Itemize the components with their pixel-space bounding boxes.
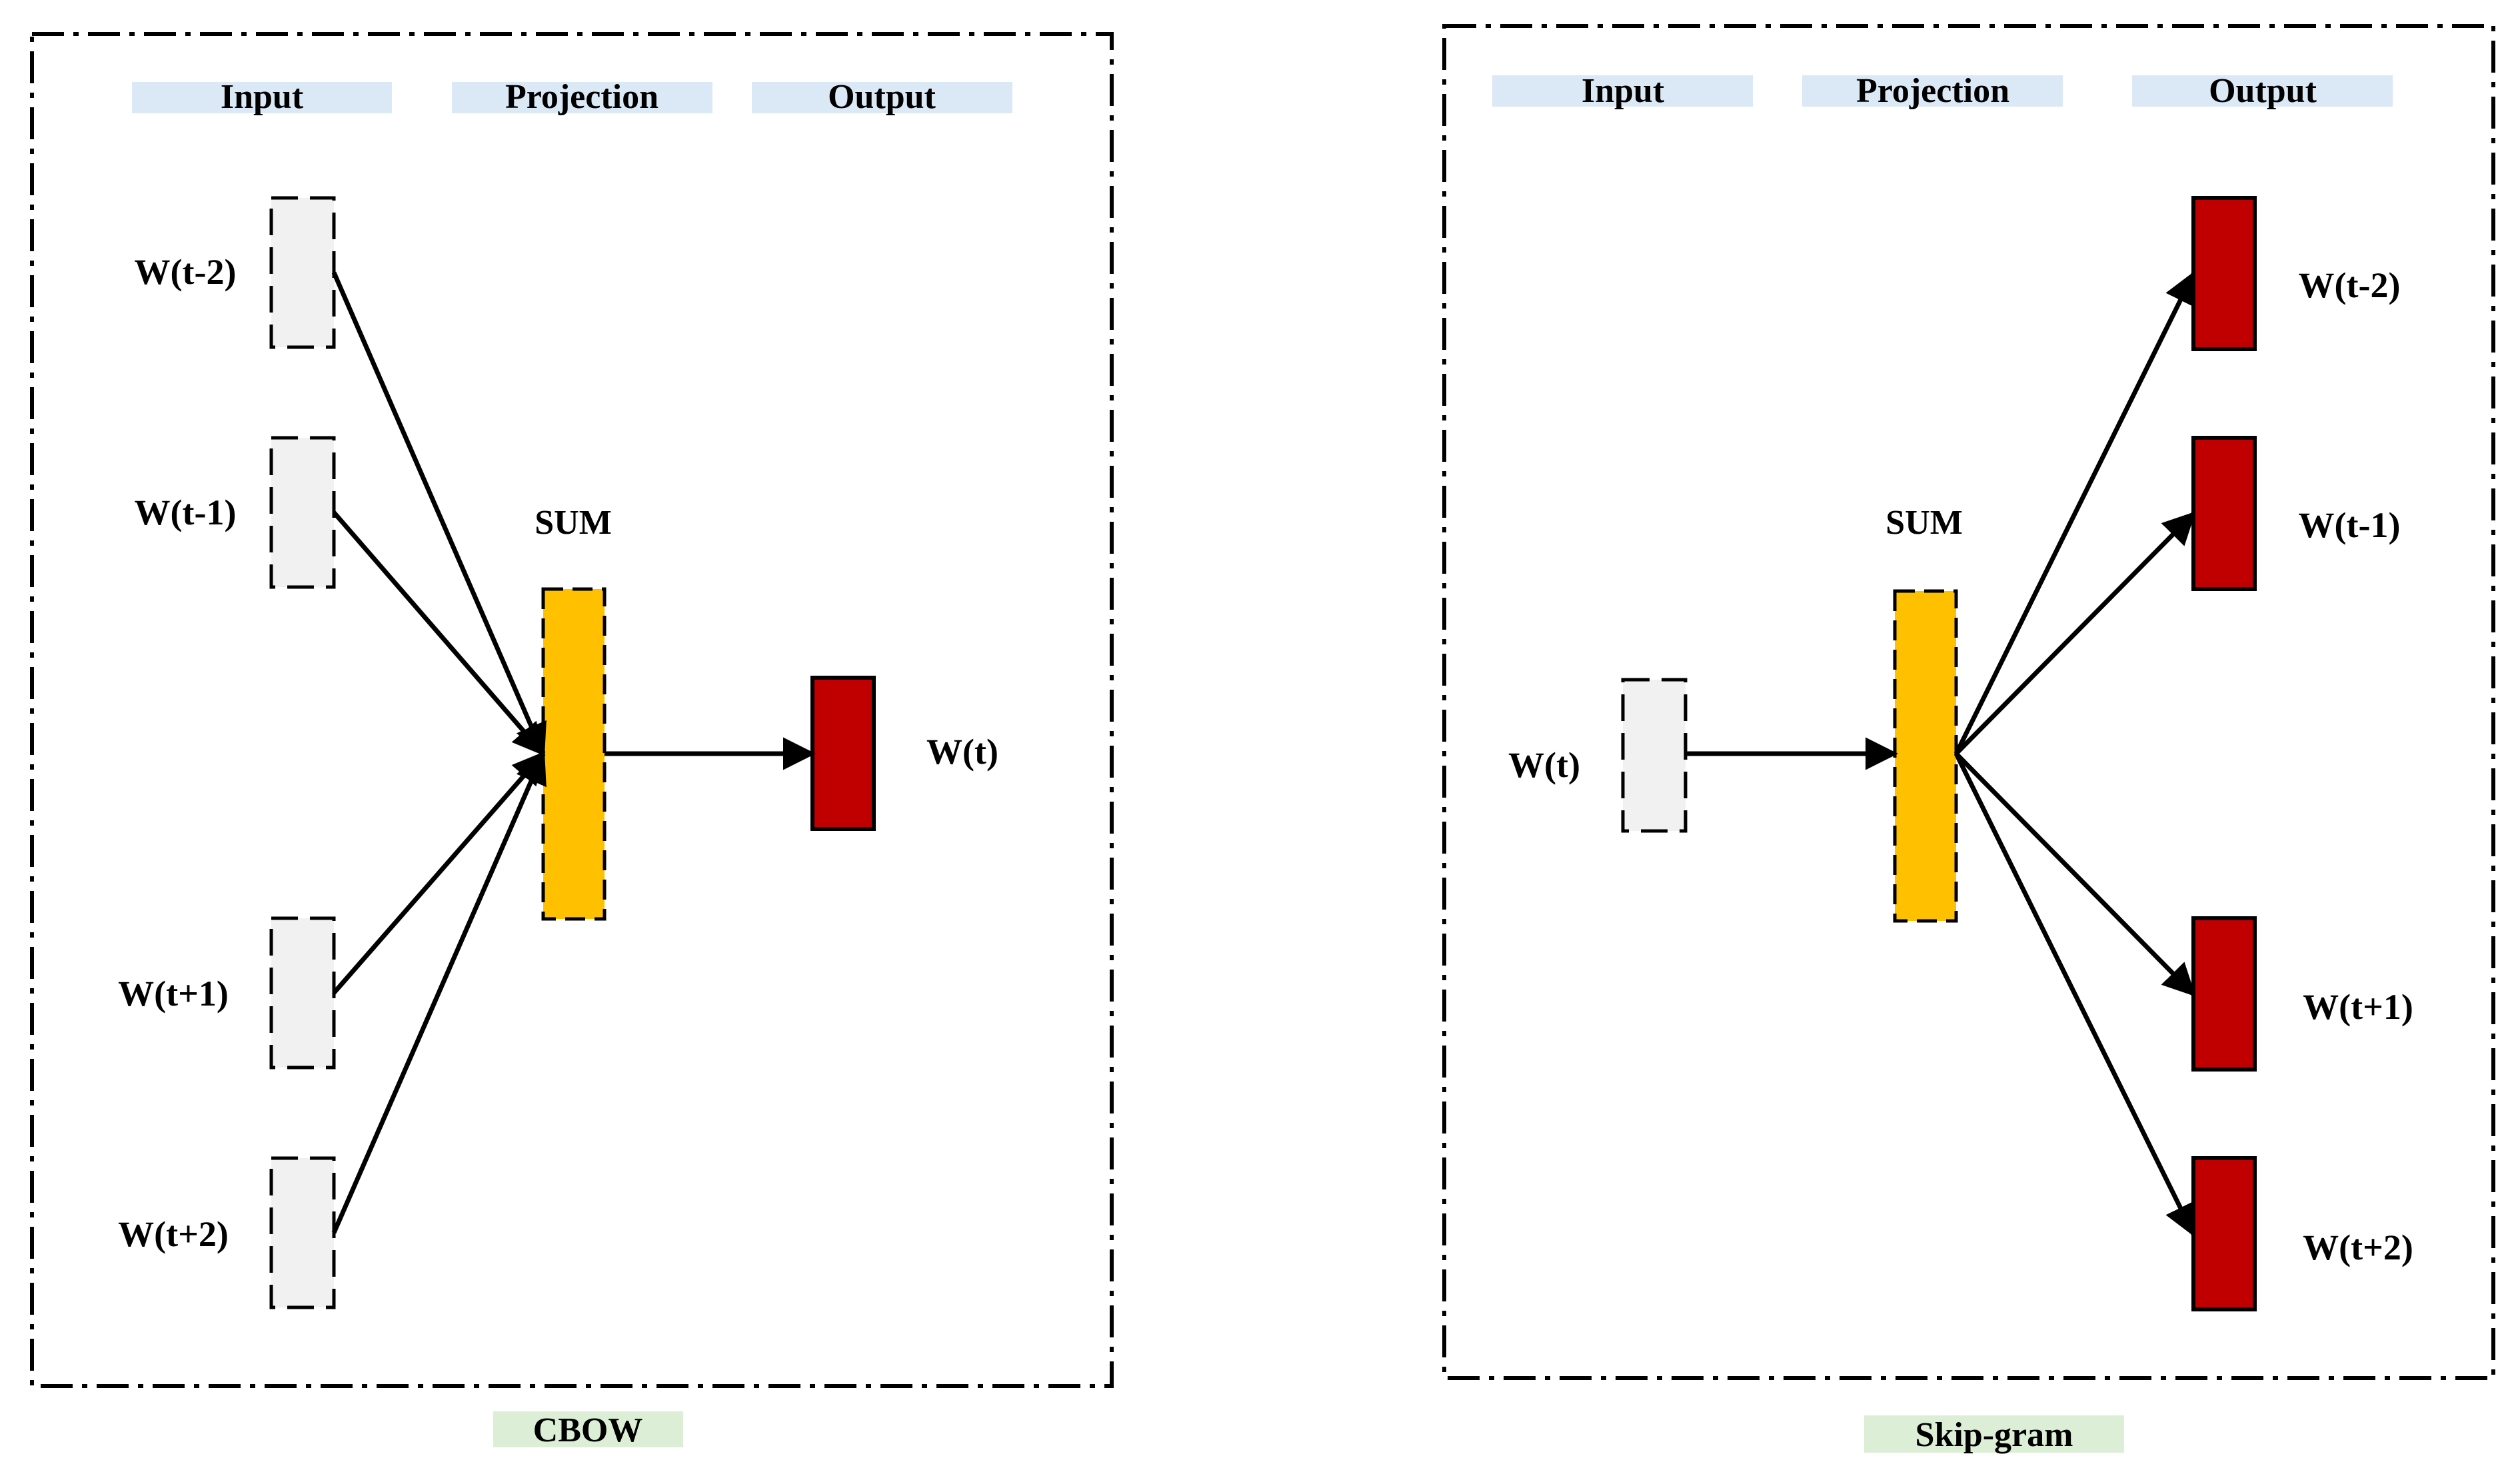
skipgram-arrow-1 bbox=[1953, 271, 2196, 755]
skipgram-arrow-3 bbox=[1954, 752, 2196, 997]
cbow-panel: Input Projection Output W(t-2) W(t-1) W(… bbox=[30, 32, 1114, 1449]
cbow-arrow-2 bbox=[332, 510, 546, 756]
cbow-sum-label: SUM bbox=[535, 504, 612, 542]
cbow-arrow-4 bbox=[331, 750, 547, 1234]
skipgram-caption: Skip-gram bbox=[1915, 1416, 2073, 1454]
cbow-header-projection-bg bbox=[452, 82, 712, 113]
cbow-header-input: Input bbox=[221, 78, 304, 116]
skipgram-frame bbox=[1442, 24, 2495, 1380]
skipgram-output-label-1: W(t-2) bbox=[2299, 265, 2401, 305]
cbow-caption: CBOW bbox=[533, 1411, 643, 1449]
skipgram-header-output-bg bbox=[2132, 75, 2393, 107]
skipgram-header-projection-bg bbox=[1802, 75, 2063, 107]
skipgram-header-output: Output bbox=[2209, 72, 2317, 110]
skipgram-output-box-1 bbox=[2191, 196, 2257, 351]
cbow-frame bbox=[30, 32, 1114, 1388]
cbow-header-input-bg bbox=[132, 82, 392, 113]
skipgram-input-label: W(t) bbox=[1508, 745, 1580, 785]
skipgram-output-box-2 bbox=[2191, 436, 2257, 591]
skipgram-header-input: Input bbox=[1582, 72, 1665, 110]
skipgram-output-label-2: W(t-1) bbox=[2299, 505, 2401, 545]
cbow-input-box-1 bbox=[269, 196, 336, 349]
skipgram-sum-label: SUM bbox=[1886, 504, 1963, 542]
cbow-input-box-3 bbox=[269, 916, 336, 1070]
cbow-output-label: W(t) bbox=[926, 732, 998, 772]
cbow-header-output-bg bbox=[752, 82, 1012, 113]
cbow-output-box bbox=[810, 676, 876, 831]
cbow-input-box-2 bbox=[269, 436, 336, 589]
cbow-caption-bg bbox=[493, 1411, 683, 1447]
cbow-projection-bar bbox=[541, 587, 607, 921]
skipgram-output-box-3 bbox=[2191, 916, 2257, 1072]
cbow-header-projection: Projection bbox=[505, 78, 658, 116]
cbow-arrow-1 bbox=[331, 271, 547, 757]
skipgram-output-label-3: W(t+1) bbox=[2303, 987, 2413, 1027]
skipgram-panel: Input Projection Output W(t) SUM W(t-2) … bbox=[1442, 24, 2495, 1454]
skipgram-arrow-4 bbox=[1953, 752, 2196, 1237]
cbow-input-label-2: W(t-1) bbox=[135, 492, 237, 532]
skipgram-header-projection: Projection bbox=[1856, 72, 2009, 110]
cbow-input-label-4: W(t+2) bbox=[118, 1214, 229, 1254]
skipgram-arrow-2 bbox=[1954, 511, 2196, 756]
cbow-header-output: Output bbox=[828, 78, 936, 116]
cbow-input-box-4 bbox=[269, 1156, 336, 1309]
cbow-input-label-3: W(t+1) bbox=[118, 974, 229, 1014]
skipgram-output-box-4 bbox=[2191, 1156, 2257, 1311]
skipgram-projection-bar bbox=[1893, 589, 1958, 923]
skipgram-header-input-bg bbox=[1492, 75, 1753, 107]
skipgram-input-box bbox=[1621, 678, 1688, 833]
cbow-arrow-3 bbox=[332, 751, 546, 995]
cbow-input-label-1: W(t-2) bbox=[135, 252, 237, 292]
skipgram-caption-bg bbox=[1864, 1415, 2124, 1453]
skipgram-output-label-4: W(t+2) bbox=[2303, 1227, 2413, 1267]
